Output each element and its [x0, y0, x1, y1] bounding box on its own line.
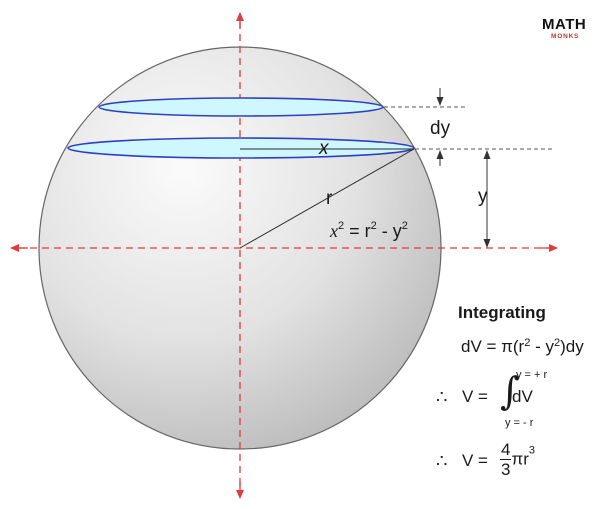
dv-exp-1: 2 [524, 337, 531, 349]
eq-exp-3: 2 [402, 220, 408, 232]
integrand: dV [512, 387, 533, 406]
upper-disc [98, 97, 384, 117]
integration-heading: Integrating [458, 303, 546, 322]
v-equals-1: V = [462, 387, 488, 406]
y-label: y [478, 186, 488, 207]
eq-x: x [329, 221, 338, 241]
eq-exp-1: 2 [338, 220, 344, 232]
therefore-symbol-1: ∴ [436, 387, 448, 407]
pi-r: πr [511, 449, 529, 469]
dv-formula: dV = π(r2 - y2)dy [461, 337, 584, 357]
fraction-denominator: 3 [501, 460, 511, 479]
x-label: x [318, 138, 330, 159]
dv-post: )dy [560, 337, 584, 357]
dv-exp-2: 2 [553, 337, 561, 349]
r-label: r [326, 188, 333, 209]
v-equals-2: V = [462, 451, 488, 470]
dv-pre: dV = π(r [461, 337, 525, 357]
dv-mid: - y [530, 337, 554, 357]
logo-sub-text: MONKS [551, 33, 579, 40]
math-monks-logo: MATH MONKS [542, 16, 586, 40]
dy-label: dy [430, 118, 451, 139]
four-thirds-fraction: 4 3 [500, 440, 512, 479]
fraction-numerator: 4 [500, 440, 512, 460]
eq-mid: = r [344, 221, 371, 241]
lower-limit: y = - r [505, 417, 534, 429]
result-exp: 3 [528, 444, 535, 457]
lower-disc [67, 137, 415, 159]
upper-limit: y = + r [516, 369, 548, 381]
volume-result: 4 3 πr3 [500, 441, 535, 478]
integral-sign: ∫ [500, 369, 520, 413]
logo-main-text: MATH [542, 16, 586, 33]
r-radius-line [239, 148, 415, 249]
eq-tail: - y [377, 221, 402, 241]
therefore-symbol-2: ∴ [436, 451, 448, 471]
eq-exp-2: 2 [371, 220, 377, 232]
circle-equation: x2 = r2 - y2 [329, 220, 408, 241]
